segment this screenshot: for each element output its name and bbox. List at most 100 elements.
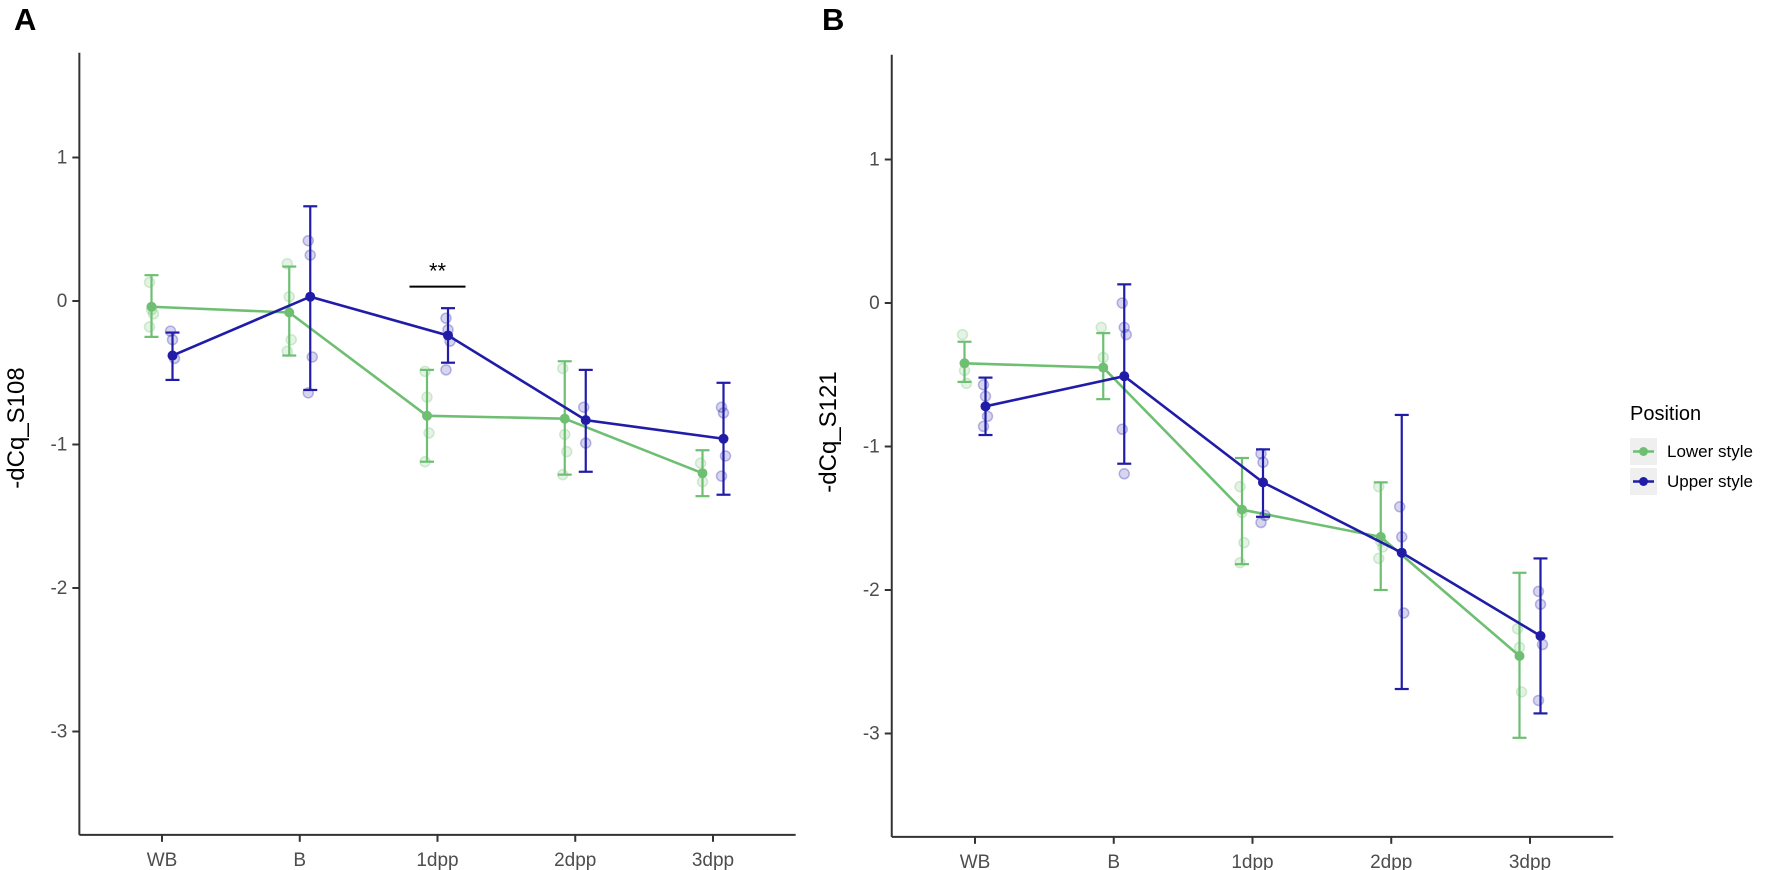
raw-point	[1398, 607, 1410, 619]
panel-a: 1 0 -1 -2 -3 WB B 1dpp 2dpp 3dpp **	[50, 52, 796, 870]
raw-point	[694, 457, 707, 469]
y-tick-label: -2	[50, 578, 67, 599]
mean-marker	[1258, 477, 1268, 488]
mean-marker	[1396, 547, 1407, 558]
raw-point	[1532, 694, 1545, 707]
mean-marker	[1514, 651, 1525, 662]
panel-b: 1 0 -1 -2 -3 WB B 1dpp 2dpp 3dpp	[863, 54, 1614, 870]
raw-point	[419, 365, 431, 378]
series-upper-style	[977, 283, 1549, 715]
mean-marker	[1098, 362, 1109, 373]
y-tick-label: -3	[863, 724, 880, 745]
mean-marker	[559, 413, 570, 424]
raw-point	[143, 276, 156, 289]
mean-marker	[422, 410, 432, 421]
legend-swatch-lower	[1633, 447, 1654, 456]
legend-label-upper-style: Upper style	[1667, 471, 1753, 491]
raw-point	[719, 450, 732, 462]
raw-point	[557, 362, 569, 375]
mean-marker	[1119, 371, 1130, 382]
raw-point	[981, 410, 994, 423]
raw-point	[440, 364, 452, 376]
y-tick-label: 0	[57, 291, 68, 312]
legend-key-dot	[1639, 477, 1648, 486]
legend-key-upper-style-icon	[1630, 468, 1657, 495]
raw-point	[302, 234, 314, 247]
mean-marker	[305, 291, 316, 302]
y-tick-label: 0	[869, 293, 880, 314]
raw-point	[1373, 552, 1385, 565]
raw-point	[1116, 297, 1128, 309]
x-tick-label: B	[1107, 852, 1120, 870]
panel-b-label: B	[822, 2, 845, 37]
x-tick-label: 1dpp	[1231, 852, 1273, 870]
x-tick-label: 3dpp	[1509, 852, 1551, 870]
legend-item-upper-style: Upper style	[1630, 468, 1753, 495]
y-tick-label: -2	[863, 580, 880, 601]
legend-title: Position	[1630, 403, 1702, 425]
mean-marker	[443, 330, 453, 341]
raw-point	[1532, 585, 1545, 598]
raw-point	[423, 427, 435, 439]
raw-point	[143, 321, 156, 333]
raw-point	[561, 445, 573, 458]
x-tick-label: WB	[147, 850, 178, 870]
panel-b-y-axis-title: -dCq_S121	[815, 371, 842, 492]
raw-point	[1536, 638, 1549, 651]
mean-marker	[959, 358, 970, 369]
panel-a-y-axis-title: -dCq_S108	[3, 367, 30, 488]
mean-marker	[697, 468, 708, 479]
mean-marker	[167, 350, 178, 361]
significance-label: **	[429, 259, 447, 284]
raw-point	[1095, 321, 1107, 334]
series-upper-style	[164, 205, 732, 496]
series-lower-style	[956, 321, 1528, 739]
mean-marker	[580, 415, 591, 426]
y-tick-label: -1	[50, 435, 67, 456]
legend-key-lower-style-icon	[1630, 438, 1657, 465]
raw-point	[1120, 328, 1132, 341]
legend-key-dot	[1639, 447, 1648, 456]
raw-point	[960, 377, 973, 390]
x-tick-label: 1dpp	[416, 850, 458, 870]
raw-point	[715, 470, 728, 482]
raw-point	[1118, 468, 1130, 480]
raw-point	[1234, 480, 1246, 493]
raw-point	[977, 379, 990, 391]
y-tick-label: 1	[869, 150, 880, 171]
raw-point	[956, 328, 969, 341]
mean-marker	[718, 433, 729, 444]
mean-marker	[1237, 504, 1247, 515]
raw-point	[285, 333, 297, 346]
raw-point	[1116, 423, 1128, 436]
x-tick-label: WB	[960, 852, 991, 870]
raw-point	[1515, 686, 1528, 698]
raw-point	[578, 401, 590, 413]
series-lower-style	[143, 257, 710, 498]
raw-point	[440, 312, 452, 324]
x-tick-label: 3dpp	[692, 850, 734, 870]
legend-label-lower-style: Lower style	[1667, 441, 1753, 461]
x-tick-label: 2dpp	[554, 850, 596, 870]
mean-marker	[146, 301, 157, 312]
raw-point	[1394, 501, 1406, 513]
mean-marker	[284, 307, 295, 318]
panel-a-label: A	[14, 2, 37, 37]
legend: Position Lower style Upper style	[1630, 403, 1753, 498]
y-tick-label: -1	[863, 437, 880, 458]
legend-swatch-upper	[1633, 477, 1654, 486]
raw-point	[1238, 536, 1250, 549]
x-tick-label: 2dpp	[1370, 852, 1412, 870]
raw-point	[1234, 556, 1246, 569]
y-tick-label: 1	[57, 148, 68, 169]
x-tick-label: B	[293, 850, 306, 870]
raw-point	[306, 351, 318, 363]
mean-marker	[1535, 630, 1546, 641]
raw-point	[977, 420, 990, 433]
legend-item-lower-style: Lower style	[1630, 438, 1753, 465]
mean-marker	[980, 401, 991, 412]
raw-point	[1255, 516, 1267, 529]
y-tick-label: -3	[50, 722, 67, 743]
